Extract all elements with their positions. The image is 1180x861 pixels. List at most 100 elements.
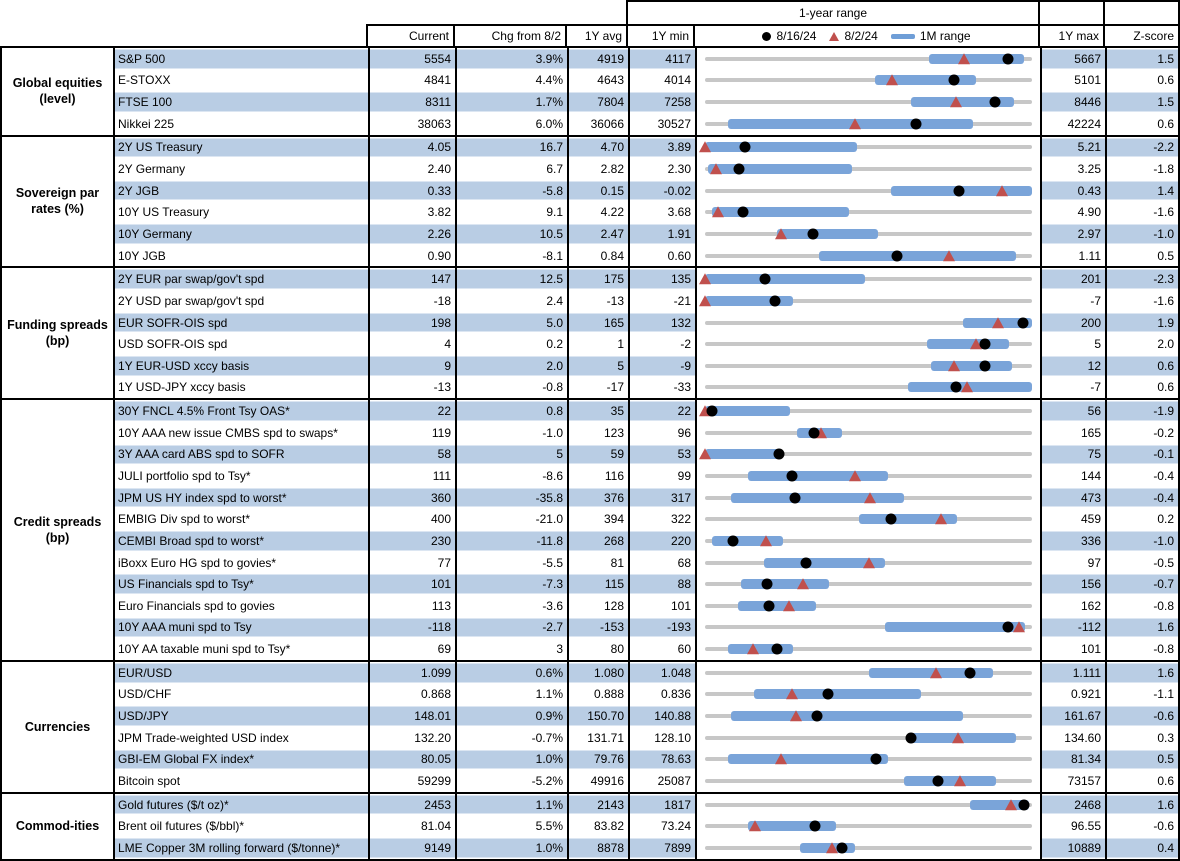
instrument-name: USD/JPY: [115, 705, 370, 727]
1y-avg-value: 49916: [569, 770, 630, 792]
1y-min-value: 135: [630, 268, 697, 291]
instrument-name: iBoxx Euro HG spd to govies*: [115, 551, 370, 574]
table-row: USD SOFR-OIS spd 4 0.2 1 -2 5 2.0: [115, 333, 1178, 355]
zscore-value: 1.5: [1107, 48, 1178, 70]
current-value: 2453: [370, 793, 457, 816]
aug16-marker-icon: [761, 578, 773, 590]
one-month-range-bar: [705, 449, 781, 460]
one-month-range-bar: [705, 142, 858, 153]
range-track: [705, 688, 1032, 700]
1y-avg-value: -17: [569, 376, 630, 399]
1y-max-value: 165: [1042, 421, 1107, 444]
range-track: [705, 491, 1032, 504]
chg-from-8-2-value: -5.5: [457, 551, 569, 574]
1y-max-value: 473: [1042, 486, 1107, 509]
current-value: 2.26: [370, 223, 457, 245]
table-row: Nikkei 225 38063 6.0% 36066 30527 42224 0.6: [115, 112, 1178, 135]
one-month-range-bar: [737, 600, 817, 611]
zscore-value: 0.2: [1157, 512, 1174, 527]
instrument-name: E-STOXX: [115, 69, 370, 92]
1y-max-value: 134.60: [1042, 726, 1107, 749]
instrument-name: 2Y Germany: [115, 158, 370, 180]
one-month-range-bar: [711, 207, 849, 218]
1y-min-value: 96: [630, 421, 697, 444]
1y-min-value: 99: [630, 465, 697, 487]
chg-from-8-2-value: 6.0%: [457, 112, 569, 135]
1y-min-value: 1.91: [630, 223, 697, 245]
table-row: 2Y US Treasury 4.05 16.7 4.70 3.89 5.21 -2.2: [115, 136, 1178, 159]
one-month-range-bar: [705, 274, 866, 285]
aug2-marker-icon: [960, 381, 973, 393]
1y-max-value: 0.43: [1042, 179, 1107, 202]
1y-max-value: -112: [1042, 616, 1107, 639]
range-track: [705, 842, 1032, 854]
instrument-name: 30Y FNCL 4.5% Front Tsy OAS*: [115, 400, 370, 422]
chg-from-8-2-value: 4.4%: [457, 69, 569, 92]
one-month-range-bar: [747, 821, 836, 832]
aug16-marker-icon: [1002, 621, 1014, 633]
table-row: Gold futures ($/t oz)* 2453 1.1% 2143 1817 24…: [115, 793, 1178, 816]
1y-min-value: 68: [630, 551, 697, 574]
zscore-value: -0.2: [1153, 425, 1174, 440]
category-label: Sovereign par rates (%): [2, 136, 115, 267]
current-value: 4841: [370, 69, 457, 92]
table-row: 1Y EUR-USD xccy basis 9 2.0 5 -9 12 0.6: [115, 354, 1178, 377]
current-value: -18: [370, 290, 457, 312]
aug2-marker-icon: [957, 53, 970, 65]
column-header-chg: Chg from 8/2: [453, 24, 567, 46]
column-header-1y-avg: 1Y avg: [565, 24, 628, 46]
1y-avg-value: 0.15: [569, 179, 630, 202]
aug16-marker-icon: [759, 273, 770, 285]
table-row: 10Y AAA new issue CMBS spd to swaps* 119-…: [115, 421, 1178, 444]
1y-min-value: 132: [630, 311, 697, 334]
aug2-triangle-icon: [829, 31, 840, 41]
1y-min-value: 2.30: [630, 158, 697, 180]
range-chart: [697, 268, 1042, 291]
chg-from-8-2-value: 3.9%: [457, 48, 569, 70]
zscore-value: -0.8: [1153, 598, 1174, 613]
1y-avg-value: 123: [569, 421, 630, 444]
aug2-marker-icon: [699, 405, 711, 417]
aug16-marker-icon: [733, 163, 745, 175]
instrument-name: EUR SOFR-OIS spd: [115, 311, 370, 334]
chg-from-8-2-value: -5.2%: [457, 770, 569, 792]
range-chart: [697, 290, 1042, 312]
range-track: [705, 470, 1032, 482]
aug16-marker-icon: [808, 427, 820, 439]
range-chart: [697, 616, 1042, 639]
1y-min-value: 220: [630, 530, 697, 552]
current-value: 111: [370, 465, 457, 487]
aug2-marker-icon: [785, 688, 798, 700]
1y-avg-value: 116: [569, 465, 630, 487]
chg-from-8-2-value: 5.0: [457, 311, 569, 334]
chg-from-8-2-value: 9.1: [457, 201, 569, 224]
aug2-marker-icon: [782, 600, 795, 612]
table-row: iBoxx Euro HG spd to govies* 77 -5.5 81 68 97…: [115, 551, 1178, 574]
1y-max-value: 8446: [1042, 91, 1107, 113]
zscore-value: 1.6: [1107, 661, 1178, 684]
zscore-value: 1.4: [1107, 179, 1178, 202]
chg-from-8-2-value: -3.6: [457, 595, 569, 617]
one-month-range-bar: [763, 557, 885, 568]
chart-legend: 8/16/24 8/2/24 1M range: [693, 24, 1040, 46]
section: Global equities (level) S&P 500 5554 3.9% 49…: [2, 48, 1178, 137]
1y-max-value: 10889: [1042, 837, 1107, 859]
instrument-name: 10Y JGB: [115, 244, 370, 267]
1y-avg-value: 128: [569, 595, 630, 617]
1y-max-value: 162: [1042, 595, 1107, 617]
one-month-range-bar: [969, 799, 1029, 810]
aug16-marker-icon: [948, 74, 960, 86]
1y-avg-value: 175: [569, 268, 630, 291]
current-value: 3.82: [370, 201, 457, 224]
category-label: Currencies: [2, 661, 115, 792]
aug2-marker-icon: [825, 842, 838, 854]
current-value: 4.05: [370, 136, 457, 159]
1y-avg-value: 268: [569, 530, 630, 552]
1y-max-value: 1.11: [1042, 244, 1107, 267]
table-row: 2Y Germany 2.40 6.7 2.82 2.30 3.25 -1.8: [115, 158, 1178, 180]
chg-from-8-2-value: -0.7%: [457, 726, 569, 749]
table-row: 30Y FNCL 4.5% Front Tsy OAS* 22 0.8 35 22 56-…: [115, 400, 1178, 422]
current-value: 69: [370, 638, 457, 660]
table-row: JPM US HY index spd to worst* 360 -35.8 376…: [115, 486, 1178, 509]
table-row: EUR SOFR-OIS spd 198 5.0 165 132 200 1.9: [115, 311, 1178, 334]
